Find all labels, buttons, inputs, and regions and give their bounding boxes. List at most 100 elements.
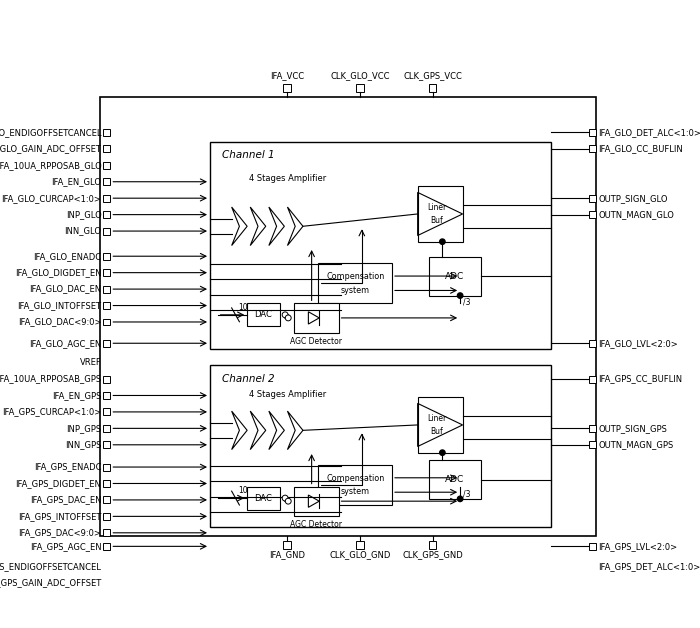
Text: IFA_GPS_AGC_EN: IFA_GPS_AGC_EN <box>30 542 101 551</box>
FancyBboxPatch shape <box>104 340 111 347</box>
Text: INN_GLO: INN_GLO <box>64 227 102 236</box>
Text: IFA_GLO_CURCAP<1:0>: IFA_GLO_CURCAP<1:0> <box>1 193 102 203</box>
Text: INN_GPS: INN_GPS <box>65 440 101 449</box>
Text: IFA_GLO_CC_BUFLIN: IFA_GLO_CC_BUFLIN <box>598 144 683 153</box>
FancyBboxPatch shape <box>104 441 111 448</box>
Text: IFA_GPS_CC_BUFLIN: IFA_GPS_CC_BUFLIN <box>598 374 682 384</box>
Circle shape <box>286 498 291 504</box>
Text: 10: 10 <box>238 303 248 311</box>
Text: IFA_EN_GLO: IFA_EN_GLO <box>52 177 102 187</box>
FancyBboxPatch shape <box>104 513 111 520</box>
FancyBboxPatch shape <box>104 269 111 276</box>
Text: Liner: Liner <box>427 413 446 423</box>
FancyBboxPatch shape <box>104 408 111 415</box>
Text: Compensation: Compensation <box>326 272 384 281</box>
Text: IFA_GLO_INTOFFSET: IFA_GLO_INTOFFSET <box>18 301 102 310</box>
Text: DAC: DAC <box>255 494 272 502</box>
Text: IFA_GPS_INTOFFSET: IFA_GPS_INTOFFSET <box>18 512 102 521</box>
FancyBboxPatch shape <box>104 480 111 487</box>
FancyBboxPatch shape <box>294 487 339 516</box>
Text: ADC: ADC <box>445 272 465 281</box>
FancyBboxPatch shape <box>104 302 111 309</box>
Text: AGC Detector: AGC Detector <box>290 337 342 345</box>
FancyBboxPatch shape <box>210 141 551 349</box>
FancyBboxPatch shape <box>589 376 596 382</box>
Text: IFA_EN_GPS: IFA_EN_GPS <box>52 391 102 400</box>
Text: IFA_GLO_AGC_EN: IFA_GLO_AGC_EN <box>29 338 101 348</box>
FancyBboxPatch shape <box>589 146 596 153</box>
Text: /3: /3 <box>463 490 470 499</box>
FancyBboxPatch shape <box>589 195 596 202</box>
FancyBboxPatch shape <box>104 392 111 399</box>
FancyBboxPatch shape <box>104 146 111 153</box>
Text: INP_GPS: INP_GPS <box>66 424 102 433</box>
Text: OUTP_SIGN_GLO: OUTP_SIGN_GLO <box>598 193 668 203</box>
FancyBboxPatch shape <box>104 463 111 470</box>
Text: CLK_GPS_GND: CLK_GPS_GND <box>402 550 463 559</box>
Text: IFA_GPS_ENADC: IFA_GPS_ENADC <box>34 463 102 472</box>
Text: IFA_GLO_DAC_EN: IFA_GLO_DAC_EN <box>29 284 101 294</box>
Text: IFA_GPS_DIGDET_EN: IFA_GPS_DIGDET_EN <box>15 479 102 488</box>
Text: Compensation: Compensation <box>326 474 384 482</box>
FancyBboxPatch shape <box>589 563 596 570</box>
Text: Buf: Buf <box>430 428 443 436</box>
Text: IFA_GPS_LVL<2:0>: IFA_GPS_LVL<2:0> <box>598 542 678 551</box>
Text: IFA_GLO_ENADC: IFA_GLO_ENADC <box>34 252 102 261</box>
FancyBboxPatch shape <box>100 97 596 536</box>
Text: DAC: DAC <box>255 310 272 319</box>
FancyBboxPatch shape <box>428 84 436 92</box>
Text: IFA_GPS_DAC_EN: IFA_GPS_DAC_EN <box>30 495 101 504</box>
Text: system: system <box>341 286 370 295</box>
Text: 4 Stages Amplifier: 4 Stages Amplifier <box>248 389 326 399</box>
Text: IFA_GPS_DET_ALC<1:0>: IFA_GPS_DET_ALC<1:0> <box>598 562 700 571</box>
Text: AGC Detector: AGC Detector <box>290 520 342 529</box>
FancyBboxPatch shape <box>247 303 280 327</box>
FancyBboxPatch shape <box>318 465 392 505</box>
FancyBboxPatch shape <box>589 441 596 448</box>
FancyBboxPatch shape <box>284 541 291 549</box>
Text: /3: /3 <box>463 297 470 306</box>
FancyBboxPatch shape <box>104 252 111 259</box>
Circle shape <box>286 315 291 321</box>
FancyBboxPatch shape <box>589 425 596 432</box>
Text: IFA_10UA_RPPOSAB_GLO: IFA_10UA_RPPOSAB_GLO <box>0 161 102 170</box>
Text: 4 Stages Amplifier: 4 Stages Amplifier <box>248 174 326 183</box>
Text: CLK_GPS_VCC: CLK_GPS_VCC <box>403 71 462 80</box>
Text: CLK_GLO_VCC: CLK_GLO_VCC <box>330 71 390 80</box>
Circle shape <box>440 239 445 244</box>
Circle shape <box>282 495 288 501</box>
FancyBboxPatch shape <box>356 541 364 549</box>
Text: Channel 1: Channel 1 <box>222 151 274 160</box>
Text: INP_GLO: INP_GLO <box>66 210 102 219</box>
FancyBboxPatch shape <box>294 303 339 333</box>
Text: IFA_GPS_CURCAP<1:0>: IFA_GPS_CURCAP<1:0> <box>2 408 101 416</box>
FancyBboxPatch shape <box>104 211 111 218</box>
FancyBboxPatch shape <box>418 187 463 242</box>
FancyBboxPatch shape <box>104 376 111 382</box>
Text: IFA_VCC: IFA_VCC <box>270 71 304 80</box>
FancyBboxPatch shape <box>589 543 596 550</box>
FancyBboxPatch shape <box>589 340 596 347</box>
Text: IFA_GND: IFA_GND <box>269 550 305 559</box>
Circle shape <box>440 450 445 455</box>
Circle shape <box>457 496 463 502</box>
FancyBboxPatch shape <box>428 257 481 296</box>
FancyBboxPatch shape <box>104 543 111 550</box>
FancyBboxPatch shape <box>589 211 596 218</box>
Circle shape <box>282 312 288 318</box>
FancyBboxPatch shape <box>284 84 291 92</box>
Text: IFA_GLO_DIGDET_EN: IFA_GLO_DIGDET_EN <box>15 268 101 277</box>
FancyBboxPatch shape <box>589 129 596 136</box>
FancyBboxPatch shape <box>104 286 111 293</box>
FancyBboxPatch shape <box>210 365 551 527</box>
FancyBboxPatch shape <box>104 529 111 536</box>
FancyBboxPatch shape <box>247 487 280 510</box>
Circle shape <box>457 293 463 298</box>
Text: IFA_GPS_GAIN_ADC_OFFSET: IFA_GPS_GAIN_ADC_OFFSET <box>0 578 102 588</box>
Text: IFA_10UA_RPPOSAB_GPS: IFA_10UA_RPPOSAB_GPS <box>0 374 102 384</box>
FancyBboxPatch shape <box>104 580 111 587</box>
Text: IFA_GLO_DAC<9:0>: IFA_GLO_DAC<9:0> <box>18 318 102 327</box>
FancyBboxPatch shape <box>428 541 436 549</box>
FancyBboxPatch shape <box>104 227 111 234</box>
FancyBboxPatch shape <box>428 460 481 499</box>
